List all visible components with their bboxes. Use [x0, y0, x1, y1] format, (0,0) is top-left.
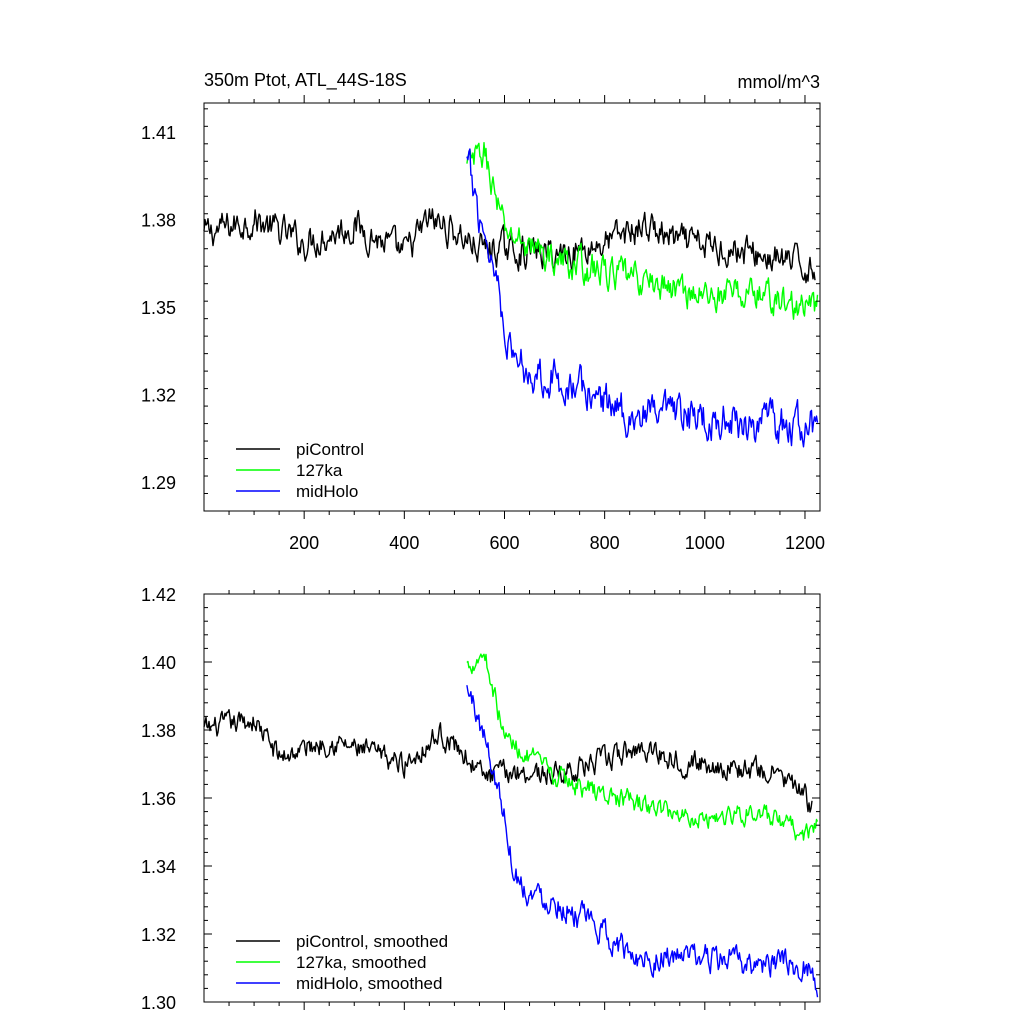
top-legend: piControl 127ka midHolo: [236, 440, 364, 501]
top-series-line-127ka: [466, 141, 819, 320]
bottom-series-group: [203, 653, 819, 998]
top-series-line-picontrol: [203, 208, 816, 284]
bottom-series-line-picontrol-smoothed: [203, 709, 813, 813]
bottom-plot-frame: [203, 593, 821, 1003]
top-x-tick-label: 1000: [685, 533, 725, 553]
top-legend-label-picontrol: piControl: [296, 440, 364, 459]
top-x-tick-label: 200: [289, 533, 319, 553]
bottom-y-tick-label: 1.34: [141, 857, 176, 877]
bottom-y-tick-label: 1.30: [141, 993, 176, 1013]
top-y-tick-label: 1.35: [141, 298, 176, 318]
top-y-tick-label: 1.32: [141, 385, 176, 405]
top-plot-frame: [203, 102, 821, 512]
top-y-tick-label: 1.29: [141, 473, 176, 493]
bottom-y-tick-label: 1.42: [141, 585, 176, 605]
top-panel-title: 350m Ptot, ATL_44S-18S: [204, 70, 407, 91]
top-y-tick-label: 1.41: [141, 123, 176, 143]
bottom-axis-ticks: 1.30 1.32 1.34 1.36 1.38 1.40 1.42: [141, 585, 820, 1013]
bottom-series-line-midholo-smoothed: [466, 685, 819, 998]
bottom-legend-label-picontrol: piControl, smoothed: [296, 932, 448, 951]
bottom-y-tick-label: 1.36: [141, 789, 176, 809]
bottom-legend-label-midholo: midHolo, smoothed: [296, 974, 442, 993]
top-legend-label-127ka: 127ka: [296, 461, 343, 480]
bottom-legend: piControl, smoothed 127ka, smoothed midH…: [236, 932, 448, 993]
top-series-line-midholo: [466, 148, 819, 448]
top-x-tick-label: 1200: [785, 533, 825, 553]
top-x-tick-label: 400: [389, 533, 419, 553]
bottom-legend-label-127ka: 127ka, smoothed: [296, 953, 426, 972]
bottom-panel: 1.30 1.32 1.34 1.36 1.38 1.40 1.42 piControl, …: [141, 585, 821, 1013]
top-axis-ticks: 200 400 600 800 1000 1200 1.29 1.32 1.35 1.38 1.41: [141, 95, 825, 553]
top-legend-label-midholo: midHolo: [296, 482, 358, 501]
bottom-y-tick-label: 1.38: [141, 721, 176, 741]
bottom-y-tick-label: 1.40: [141, 653, 176, 673]
bottom-y-tick-label: 1.32: [141, 925, 176, 945]
top-x-tick-label: 800: [590, 533, 620, 553]
top-x-tick-label: 600: [489, 533, 519, 553]
top-y-tick-label: 1.38: [141, 211, 176, 231]
top-panel: 350m Ptot, ATL_44S-18S mmol/m^3 200 400 60…: [141, 70, 825, 553]
bottom-series-line-127ka-smoothed: [466, 653, 819, 841]
top-panel-units: mmol/m^3: [738, 72, 820, 92]
top-series-group: [203, 141, 819, 448]
